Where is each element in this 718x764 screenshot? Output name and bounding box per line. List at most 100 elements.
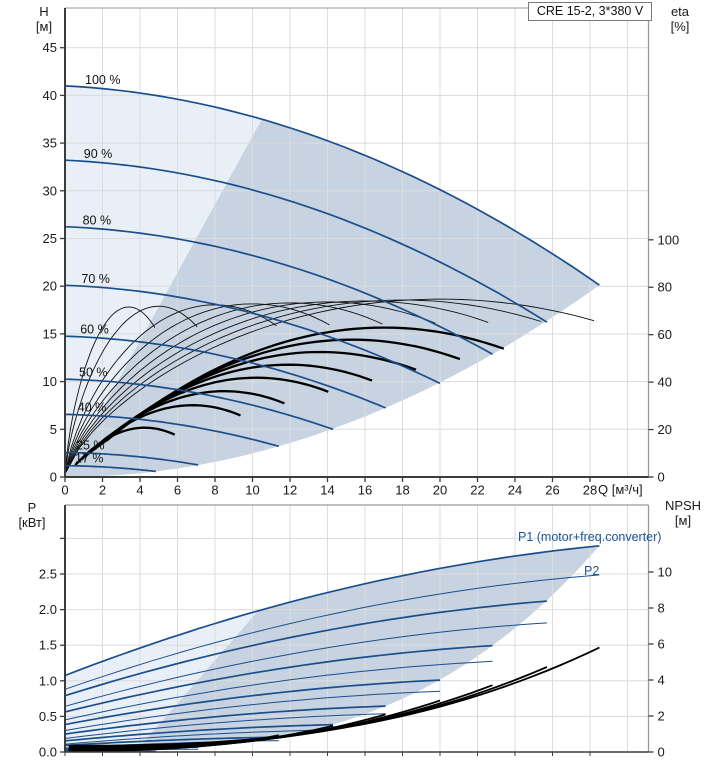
q-tick-label: 22 [470,483,484,498]
h-tick-label: 15 [43,326,57,341]
speed-curve [64,159,548,323]
top-chart-curves: 100 % 90 % 80 % 70 % 60 % 50 % 40 % 25 %17 % [64,73,600,473]
q-axis-unit-label: Q [м³/ч] [598,482,643,497]
eta-tick-label: 100 [658,232,680,247]
efficiency-curve-thick [80,404,241,461]
p-tick-label: 1.0 [39,673,57,688]
efficiency-curve-thin [65,303,330,471]
speed-curve [64,284,441,385]
q-tick-label: 20 [433,483,447,498]
p2-curve [64,622,547,707]
p2-curve [64,690,441,731]
pump-model-title: CRE 15-2, 3*380 V [528,2,652,21]
q-tick-label: 0 [61,483,68,498]
speed-curve-label: 50 % [79,365,108,379]
p-tick-label: 2.5 [39,567,57,582]
h-tick-label: 10 [43,374,57,389]
speed-curve [65,464,157,473]
q-tick-label: 12 [283,483,297,498]
q-tick-label: 26 [545,483,559,498]
efficiency-curve-thin [65,300,489,473]
p2-curve [64,660,493,721]
p1-curve [64,600,547,697]
speed-curve [64,413,280,448]
efficiency-curve-thick [74,426,176,466]
npsh-tick-label: 8 [658,601,665,616]
efficiency-curve-thin [65,305,198,467]
q-tick-label: 2 [99,483,106,498]
npsh-axis-unit: [м] [674,513,692,528]
bottom-chart-curves [64,544,600,753]
q-tick-label: 4 [136,483,143,498]
q-tick-label: 18 [395,483,409,498]
bottom-chart-frame [60,504,654,756]
p2-curve-label: P2 [584,564,600,578]
efficiency-curve-thin [65,304,277,470]
speed-curve [64,335,386,409]
p1-curve [64,705,386,735]
p2-curve [64,713,386,739]
eta-axis-unit: [%] [670,19,690,34]
efficiency-curve-thin [65,306,156,463]
speed-curve-label: 90 % [84,147,113,161]
p-axis-header: P [кВт] [12,500,52,530]
speed-range-area-light [65,85,262,478]
npsh-curve [68,734,279,752]
speed-curve [64,225,493,355]
p1-curve [64,679,441,726]
h-tick-label: 45 [43,40,57,55]
npsh-axis-header: NPSH [м] [658,498,708,528]
speed-curve-label: 100 % [85,73,120,87]
npsh-tick-label: 0 [658,745,665,760]
speed-curve-label: 17 % [75,451,104,465]
h-tick-label: 20 [43,279,57,294]
eta-tick-label: 80 [658,280,672,295]
efficiency-curve-thin [65,298,595,473]
efficiency-curve-thin [65,299,542,473]
h-axis-header: H [м] [28,4,60,34]
p2-curve [64,729,334,745]
eta-tick-label: 60 [658,327,672,342]
speed-curve-label: 70 % [81,272,110,286]
p2-curve [64,574,600,690]
h-tick-label: 5 [50,422,57,437]
npsh-tick-label: 6 [658,637,665,652]
p-axis-unit: [кВт] [18,515,46,530]
p-tick-label: 1.5 [39,638,57,653]
speed-curve [64,378,334,431]
bottom-chart-operating-area [65,545,600,751]
q-tick-label: 10 [245,483,259,498]
p-axis-symbol: P [27,500,37,515]
q-tick-label: 14 [320,483,334,498]
h-tick-label: 25 [43,231,57,246]
p-tick-label: 0.0 [39,745,57,760]
p1-curve [64,544,600,677]
q-tick-label: 16 [358,483,372,498]
p1-curve [64,644,493,713]
npsh-tick-label: 2 [658,709,665,724]
eta-tick-label: 0 [658,470,665,485]
q-tick-label: 8 [211,483,218,498]
h-tick-label: 0 [50,470,57,485]
speed-curve-label: 60 % [80,323,109,337]
h-tick-label: 35 [43,136,57,151]
h-tick-label: 30 [43,183,57,198]
speed-curve-label: 80 % [83,213,112,227]
eta-tick-label: 20 [658,422,672,437]
speed-curve-label: 25 % [76,438,105,452]
q-tick-label: 6 [174,483,181,498]
npsh-tick-label: 10 [658,565,672,580]
h-tick-label: 40 [43,88,57,103]
speed-curve [65,451,199,466]
q-tick-label: 28 [583,483,597,498]
h-axis-symbol: H [39,4,49,19]
npsh-axis-symbol: NPSH [664,498,702,513]
p-tick-label: 2.0 [39,602,57,617]
q-tick-label: 24 [508,483,522,498]
eta-axis-header: eta [%] [660,4,700,34]
speed-curve [64,85,600,286]
speed-curve-label: 40 % [78,400,107,414]
